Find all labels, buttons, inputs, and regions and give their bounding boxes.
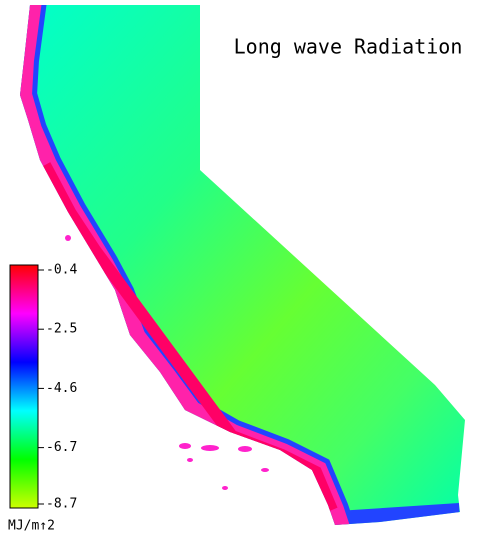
colorbar-tick-label: -8.7 (46, 497, 77, 512)
map-title: Long wave Radiation (234, 35, 463, 59)
colorbar-unit: MJ/m↑2 (8, 519, 55, 534)
colorbar-tick-label: -4.6 (46, 381, 77, 396)
colorbar-ramp (9, 264, 39, 509)
colorbar-tick-label: -0.4 (46, 263, 77, 278)
islands (65, 235, 269, 490)
colorbar: -0.4 -2.5 -4.6 -6.7 -8.7 (9, 263, 77, 512)
colorbar-tick-label: -2.5 (46, 322, 77, 337)
land-area (20, 5, 465, 525)
california-map (20, 5, 465, 525)
colorbar-tick-label: -6.7 (46, 440, 77, 455)
